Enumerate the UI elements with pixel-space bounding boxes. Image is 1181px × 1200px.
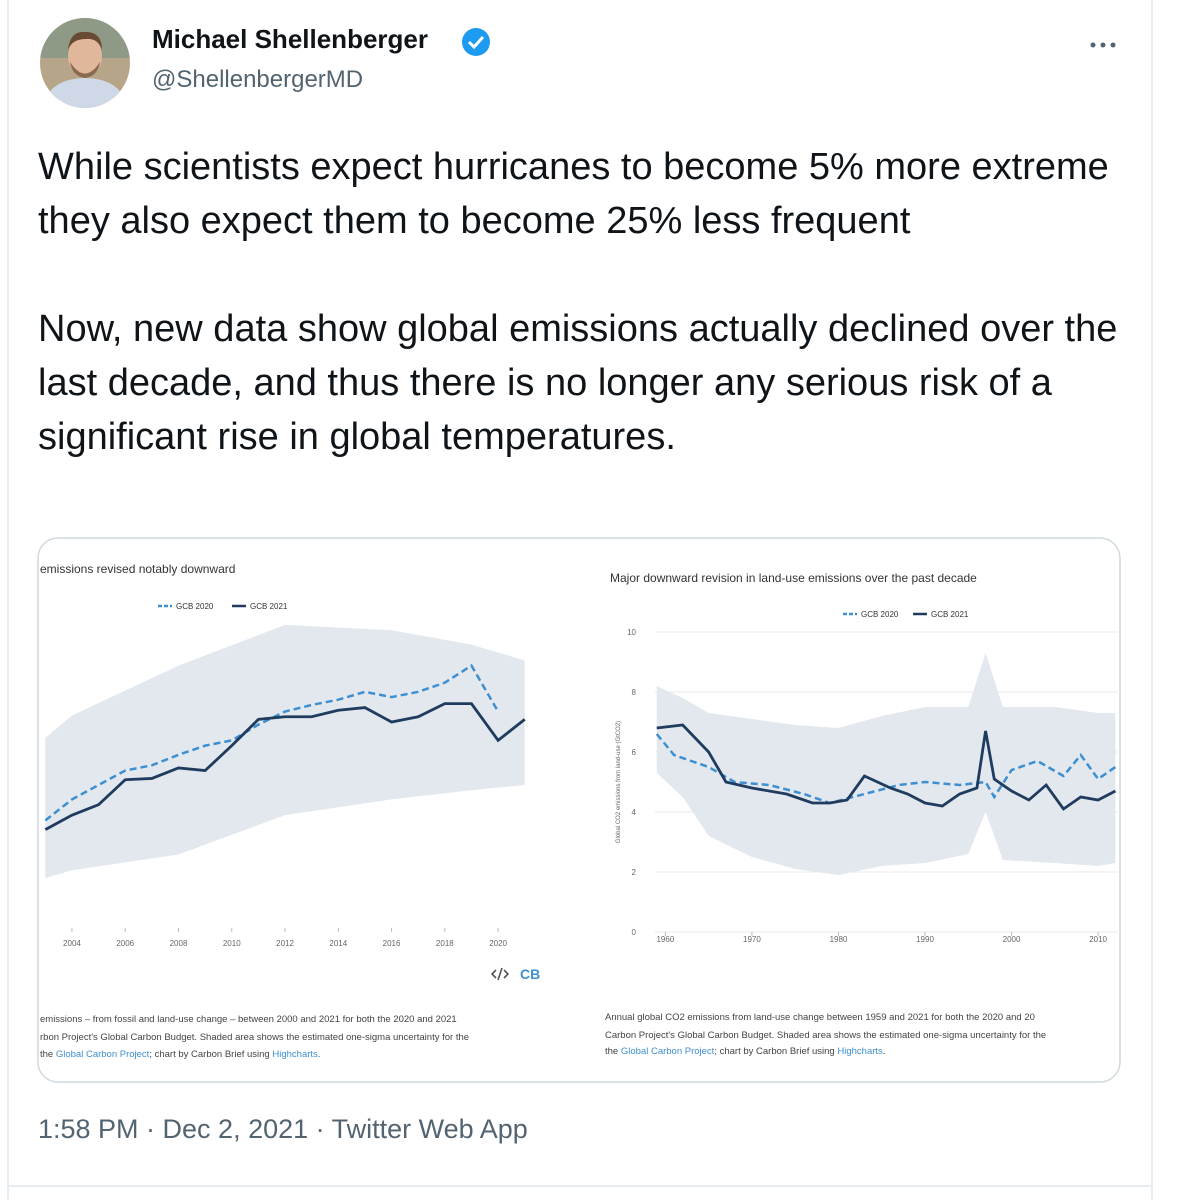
caption-text: rbon Project's Global Carbon Budget. Sha…	[40, 1032, 469, 1043]
avatar[interactable]	[40, 18, 130, 122]
caption-line: the Global Carbon Project; chart by Carb…	[605, 1046, 885, 1057]
chart-title: emissions revised notably downward	[40, 562, 235, 576]
legend-label: GCB 2020	[861, 610, 899, 619]
x-tick-label: 2008	[170, 939, 188, 948]
caption-line: rbon Project's Global Carbon Budget. Sha…	[40, 1032, 469, 1043]
legend-label: GCB 2021	[250, 602, 288, 611]
tweet-text: While scientists expect hurricanes to be…	[38, 140, 1138, 518]
caption-text: ; chart by Carbon Brief using	[149, 1049, 272, 1060]
caption-link: Highcharts	[272, 1049, 318, 1060]
y-tick-label: 6	[632, 748, 637, 757]
uncertainty-band	[45, 624, 525, 879]
code-icon	[490, 967, 510, 981]
x-tick-label: 2020	[489, 939, 507, 948]
caption-line: the Global Carbon Project; chart by Carb…	[40, 1049, 320, 1060]
x-tick-label: 2012	[276, 939, 294, 948]
verified-badge	[462, 28, 490, 56]
caption-link: Global Carbon Project	[621, 1046, 715, 1057]
chart: emissions revised notably downward 2004 20…	[40, 562, 540, 1060]
more-menu[interactable]	[1090, 42, 1116, 48]
uncertainty-band	[656, 653, 1116, 875]
x-tick-label: 2014	[329, 939, 347, 948]
x-tick-label: 1980	[830, 935, 848, 944]
caption-text: the	[40, 1049, 56, 1060]
x-tick-label: 1960	[656, 935, 674, 944]
y-tick-label: 10	[627, 628, 636, 637]
caption-line: Carbon Project's Global Carbon Budget. S…	[605, 1030, 1046, 1041]
x-tick-label: 2004	[63, 939, 81, 948]
caption-text: .	[318, 1049, 321, 1060]
tweet-paragraph: Now, new data show global emissions actu…	[38, 308, 1118, 458]
x-tick-label: 2016	[383, 939, 401, 948]
caption-text: ; chart by Carbon Brief using	[714, 1046, 837, 1057]
legend-label: GCB 2021	[931, 610, 969, 619]
chart-title: Major downward revision in land-use emis…	[610, 571, 977, 585]
data-line	[44, 663, 500, 822]
data-line	[656, 723, 1117, 811]
x-tick-label: 2010	[1089, 935, 1107, 944]
x-tick-label: 2000	[1003, 935, 1021, 944]
caption-text: .	[883, 1046, 886, 1057]
logo: CB	[520, 966, 540, 982]
y-axis-label: Global CO2 emissions from land-use (GtCO…	[616, 721, 622, 843]
legend-label: GCB 2020	[176, 602, 214, 611]
x-tick-label: 2006	[116, 939, 134, 948]
x-tick-label: 1990	[916, 935, 934, 944]
caption-text: Annual global CO2 emissions from land-us…	[605, 1012, 1035, 1023]
caption-line: emissions – from fossil and land-use cha…	[40, 1014, 457, 1025]
tweet-meta[interactable]: 1:58 PM · Dec 2, 2021 · Twitter Web App	[38, 1114, 528, 1144]
author-handle[interactable]: @ShellenbergerMD	[152, 66, 364, 93]
data-line	[44, 702, 526, 831]
y-tick-label: 8	[632, 688, 637, 697]
data-line	[655, 733, 1117, 805]
caption-line: Annual global CO2 emissions from land-us…	[605, 1012, 1035, 1023]
author-name[interactable]: Michael Shellenberger	[152, 24, 428, 54]
y-tick-label: 2	[632, 868, 637, 877]
chart: Major downward revision in land-use emis…	[605, 571, 1118, 1057]
caption-link: Global Carbon Project	[56, 1049, 150, 1060]
tweet-paragraph: While scientists expect hurricanes to be…	[38, 146, 1109, 242]
caption-text: emissions – from fossil and land-use cha…	[40, 1014, 457, 1025]
x-tick-label: 1970	[743, 935, 761, 944]
caption-link: Highcharts	[837, 1046, 883, 1057]
caption-text: Carbon Project's Global Carbon Budget. S…	[605, 1030, 1046, 1041]
x-tick-label: 2018	[436, 939, 454, 948]
x-tick-label: 2010	[223, 939, 241, 948]
y-tick-label: 4	[632, 808, 637, 817]
caption-text: the	[605, 1046, 621, 1057]
y-tick-label: 0	[632, 928, 637, 937]
